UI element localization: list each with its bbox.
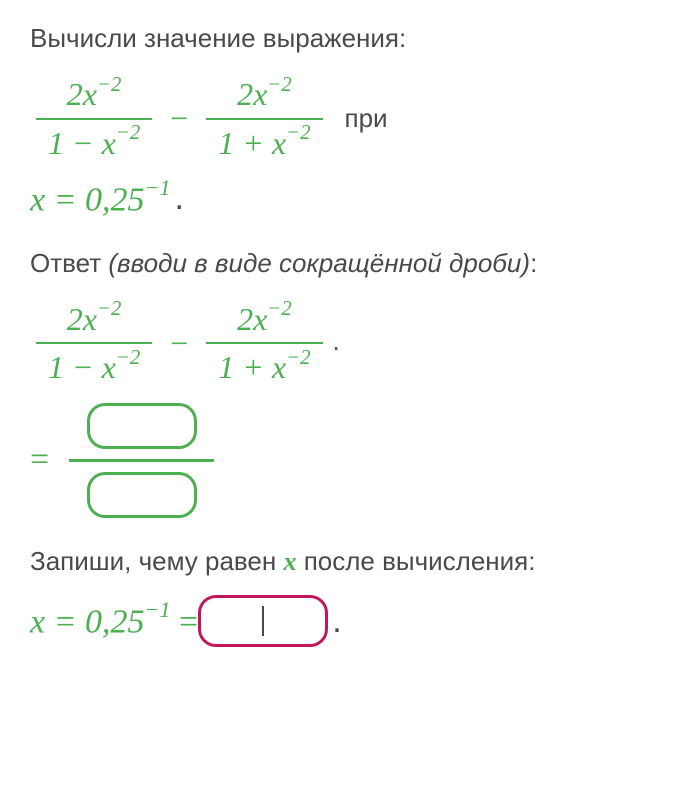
prompt-compute: Вычисли значение выражения: — [30, 20, 663, 56]
frac2-numerator: 2x−2 — [225, 71, 304, 117]
frac1b-numerator: 2x−2 — [55, 296, 134, 342]
x2-prefix: x = 0,25 — [30, 604, 145, 641]
fraction-2: 2x−2 1 + x−2 — [206, 71, 322, 166]
x-compute-line: x = 0,25−1 = . — [30, 595, 663, 647]
denominator-input[interactable] — [87, 472, 197, 518]
answer-label-colon: : — [530, 248, 537, 278]
minus-operator: − — [170, 100, 188, 137]
minus-operator-b: − — [170, 325, 188, 362]
x-value-input[interactable] — [198, 595, 328, 647]
frac2b-den-exp: −2 — [286, 346, 310, 369]
frac1-denominator: 1 − x−2 — [36, 120, 152, 166]
prompt3-a: Запиши, чему равен — [30, 546, 283, 576]
answer-label: Ответ (вводи в виде сокращённой дроби): — [30, 245, 663, 281]
answer-label-a: Ответ — [30, 248, 108, 278]
frac2b-den-base: 1 + x — [218, 349, 286, 385]
expression-main: 2x−2 1 − x−2 − 2x−2 1 + x−2 при — [30, 71, 663, 166]
frac2b-numerator: 2x−2 — [225, 296, 304, 342]
x-expr: x = 0,25−1 — [30, 178, 171, 219]
pri-label: при — [345, 103, 388, 134]
frac2-num-exp: −2 — [267, 73, 291, 96]
x-exponent: −1 — [145, 175, 171, 200]
frac2-den-base: 1 + x — [218, 125, 286, 161]
frac1b-den-exp: −2 — [116, 346, 140, 369]
expression-answer: 2x−2 1 − x−2 − 2x−2 1 + x−2 . — [30, 296, 663, 391]
frac2-denominator: 1 + x−2 — [206, 120, 322, 166]
x2-equals: = — [171, 604, 199, 641]
text-cursor — [262, 606, 264, 636]
prompt3-b: после вычисления: — [296, 546, 535, 576]
frac1-numerator: 2x−2 — [55, 71, 134, 117]
frac2-num-base: 2x — [237, 76, 267, 112]
equals-sign: = — [30, 441, 49, 479]
x2-exponent: −1 — [145, 597, 171, 622]
prompt3-x: x — [283, 547, 296, 576]
frac1b-den-base: 1 − x — [48, 349, 116, 385]
x-expr-2: x = 0,25−1 = — [30, 600, 198, 641]
period-2: . — [333, 326, 340, 357]
fraction-1b: 2x−2 1 − x−2 — [36, 296, 152, 391]
numerator-input[interactable] — [87, 403, 197, 449]
frac1b-denominator: 1 − x−2 — [36, 344, 152, 390]
frac2b-denominator: 1 + x−2 — [206, 344, 322, 390]
answer-fraction — [69, 403, 214, 518]
x-prefix: x = 0,25 — [30, 182, 145, 219]
frac2b-num-exp: −2 — [267, 297, 291, 320]
frac1-den-exp: −2 — [116, 121, 140, 144]
fraction-2b: 2x−2 1 + x−2 — [206, 296, 322, 391]
x-value-line: x = 0,25−1 . — [30, 178, 663, 219]
prompt-x-value: Запиши, чему равен x после вычисления: — [30, 543, 663, 580]
answer-label-hint: (вводи в виде сокращённой дроби) — [108, 248, 530, 278]
period-3: . — [332, 602, 341, 641]
frac1b-num-exp: −2 — [97, 297, 121, 320]
answer-fraction-row: = — [30, 403, 663, 518]
fraction-1: 2x−2 1 − x−2 — [36, 71, 152, 166]
frac1-num-base: 2x — [67, 76, 97, 112]
frac2-den-exp: −2 — [286, 121, 310, 144]
answer-frac-bar — [69, 459, 214, 462]
period-1: . — [175, 179, 184, 218]
frac1-num-exp: −2 — [97, 73, 121, 96]
frac1b-num-base: 2x — [67, 301, 97, 337]
frac2b-num-base: 2x — [237, 301, 267, 337]
frac1-den-base: 1 − x — [48, 125, 116, 161]
